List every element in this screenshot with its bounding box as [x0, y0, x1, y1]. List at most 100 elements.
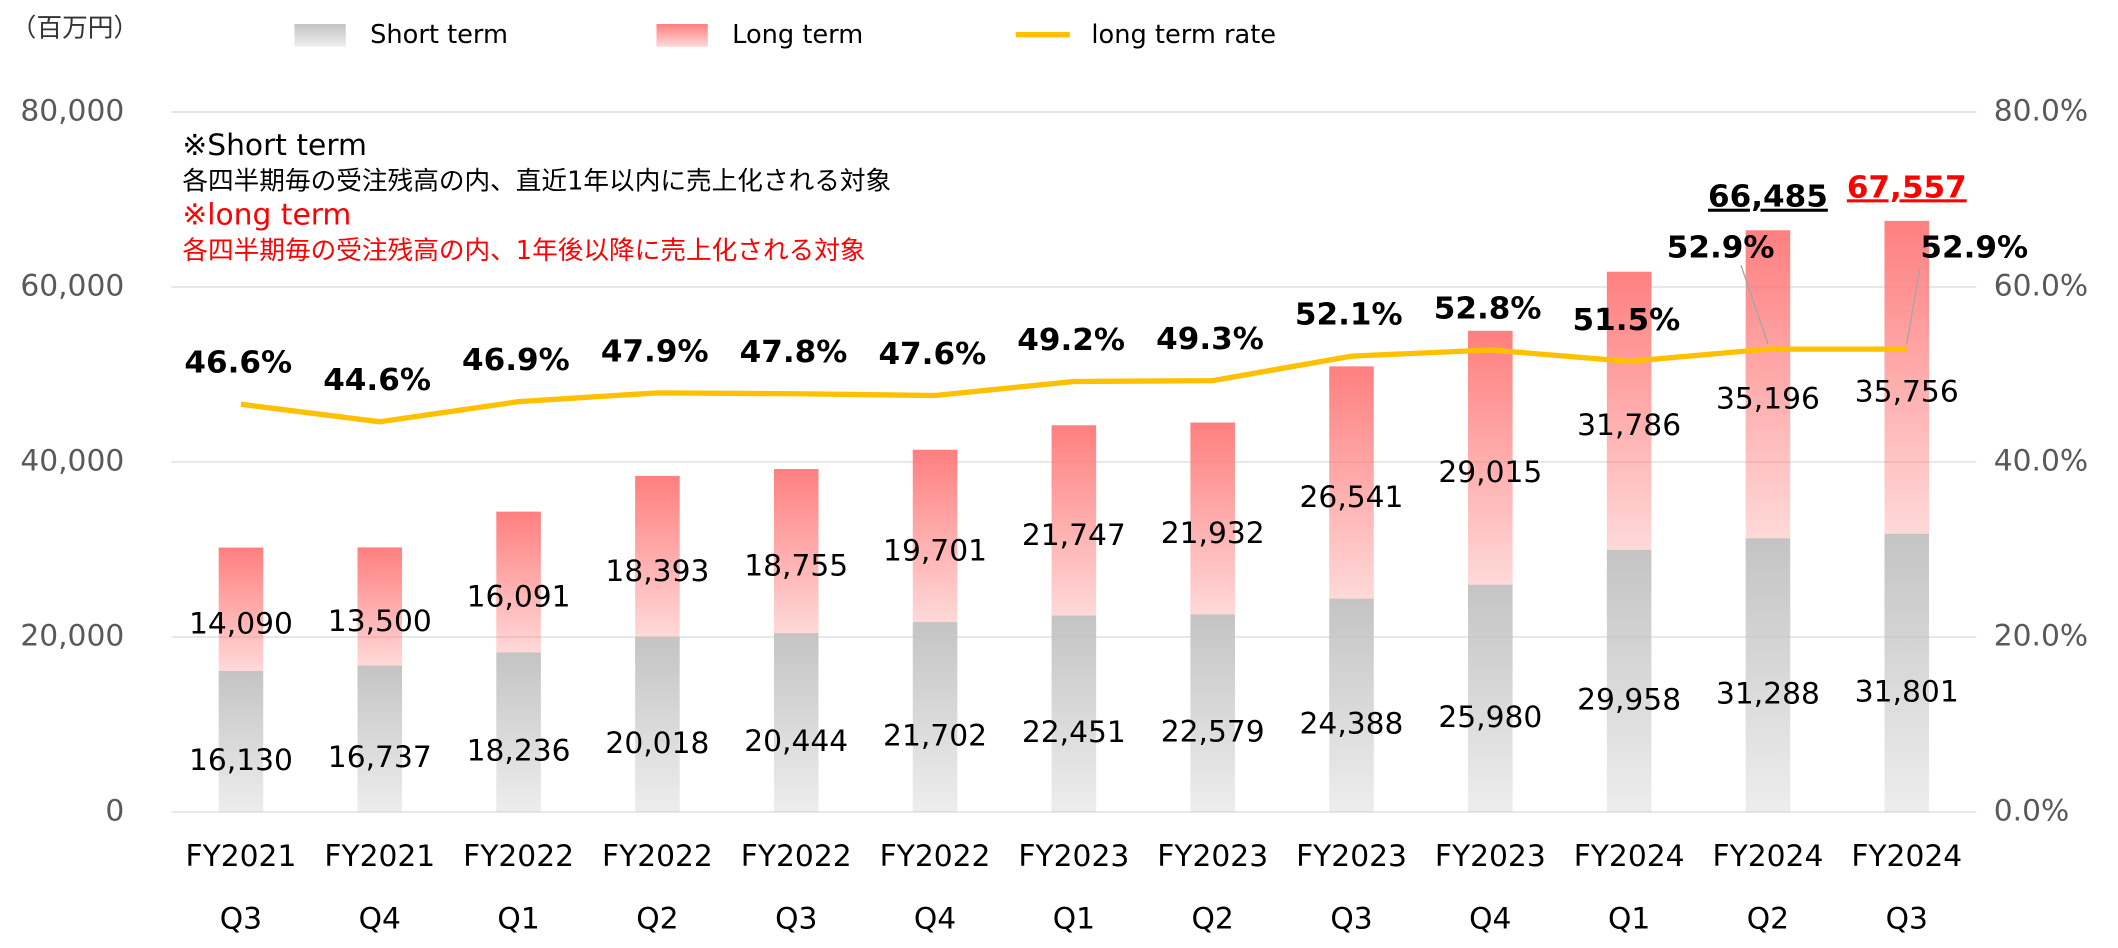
bar-segment	[1329, 366, 1374, 599]
note: ※Short term	[182, 128, 367, 162]
y-tick-label: 60,000	[20, 269, 124, 303]
x-tick-label: Q1	[497, 902, 539, 936]
total-label: 67,557	[1847, 170, 1967, 206]
rate-label: 46.6%	[184, 345, 292, 381]
y-tick-label: 0	[105, 794, 124, 828]
y2-tick-label: 20.0%	[1994, 619, 2088, 653]
bar-segment	[1051, 615, 1097, 812]
y-tick-label: 20,000	[20, 619, 124, 653]
y-tick-label: 40,000	[20, 444, 124, 478]
x-tick-label: Q3	[220, 902, 262, 936]
bar-segment	[1190, 422, 1235, 615]
legend-label: long term rate	[1091, 20, 1276, 50]
bar-segment	[1606, 271, 1652, 550]
bar-segment	[635, 636, 680, 812]
x-tick-label: FY2023	[1018, 839, 1129, 873]
note: ※long term	[182, 198, 351, 232]
bar-segment	[1884, 220, 1930, 534]
data-label: 13,500	[328, 604, 432, 638]
bar-segment	[912, 449, 958, 623]
bar-segment	[1468, 584, 1513, 812]
x-tick-label: FY2023	[1157, 839, 1268, 873]
bar-segment	[1051, 425, 1097, 616]
data-label: 25,980	[1438, 700, 1542, 734]
x-tick-label: FY2022	[880, 839, 991, 873]
data-label: 31,786	[1577, 408, 1681, 442]
data-label: 14,090	[189, 607, 293, 641]
x-tick-label: Q2	[1192, 902, 1234, 936]
x-tick-label: Q2	[1747, 902, 1789, 936]
x-tick-label: FY2023	[1296, 839, 1407, 873]
x-tick-label: Q1	[1608, 902, 1650, 936]
data-label: 31,801	[1855, 674, 1959, 708]
rate-label: 51.5%	[1573, 302, 1681, 338]
x-tick-label: Q4	[914, 902, 956, 936]
x-tick-label: Q3	[1886, 902, 1928, 936]
data-label: 21,747	[1022, 518, 1126, 552]
y2-tick-label: 0.0%	[1994, 794, 2069, 828]
data-label: 18,236	[467, 734, 571, 768]
data-label: 35,756	[1855, 375, 1959, 409]
x-tick-label: Q3	[1330, 902, 1372, 936]
y-tick-label: 80,000	[20, 94, 124, 128]
bar-segment	[357, 665, 403, 812]
data-label: 16,737	[328, 740, 432, 774]
unit-label: （百万円）	[11, 13, 139, 43]
note: 各四半期毎の受注残高の内、1年後以降に売上化される対象	[182, 236, 865, 266]
x-tick-label: FY2022	[602, 839, 713, 873]
bar-segment	[1745, 230, 1791, 539]
bar-segment	[912, 622, 958, 812]
rate-label: 52.9%	[1920, 230, 2028, 266]
bar-segment	[1329, 598, 1374, 812]
rate-label: 52.1%	[1295, 297, 1403, 333]
x-tick-label: FY2024	[1713, 839, 1824, 873]
data-label: 18,393	[605, 554, 709, 588]
bar-segment	[1606, 549, 1652, 812]
x-tick-label: Q1	[1053, 902, 1095, 936]
data-label: 26,541	[1300, 480, 1404, 514]
bar-segment	[773, 633, 819, 812]
rate-label: 44.6%	[323, 362, 431, 398]
x-tick-label: FY2021	[186, 839, 297, 873]
data-label: 16,130	[189, 743, 293, 777]
data-label: 22,579	[1161, 715, 1265, 749]
data-label: 24,388	[1300, 707, 1404, 741]
rate-label: 49.2%	[1017, 322, 1125, 358]
x-tick-label: FY2024	[1851, 839, 1962, 873]
leader-line	[1906, 265, 1921, 344]
bar-segment	[1745, 538, 1791, 812]
x-tick-label: Q4	[359, 902, 401, 936]
y2-tick-label: 80.0%	[1994, 94, 2088, 128]
bar-segment	[218, 547, 264, 671]
legend-swatch	[294, 24, 346, 47]
x-tick-label: FY2022	[463, 839, 574, 873]
legend-swatch	[656, 24, 708, 47]
data-label: 35,196	[1716, 382, 1820, 416]
x-tick-label: FY2021	[324, 839, 435, 873]
data-label: 16,091	[467, 580, 571, 614]
rate-label: 52.8%	[1434, 291, 1542, 327]
x-tick-label: FY2022	[741, 839, 852, 873]
x-tick-label: Q3	[775, 902, 817, 936]
bar-segment	[1468, 330, 1513, 585]
data-label: 21,932	[1161, 516, 1265, 550]
line	[240, 346, 1907, 425]
rate-label: 47.6%	[878, 336, 986, 372]
leader-line	[1740, 264, 1769, 345]
rate-label: 47.8%	[740, 334, 848, 370]
bar-segment	[635, 475, 680, 637]
x-tick-label: Q4	[1469, 902, 1511, 936]
data-label: 21,702	[883, 719, 987, 753]
bar-segment	[1190, 614, 1235, 812]
data-label: 20,018	[605, 726, 709, 760]
x-tick-label: FY2024	[1574, 839, 1685, 873]
legend-label: Short term	[370, 20, 508, 50]
x-tick-label: Q2	[636, 902, 678, 936]
rate-label: 47.9%	[601, 334, 709, 370]
data-label: 22,451	[1022, 715, 1126, 749]
data-label: 29,958	[1577, 683, 1681, 717]
bar-segment	[496, 511, 541, 653]
rate-label: 46.9%	[462, 342, 570, 378]
rate-label: 49.3%	[1156, 321, 1264, 357]
